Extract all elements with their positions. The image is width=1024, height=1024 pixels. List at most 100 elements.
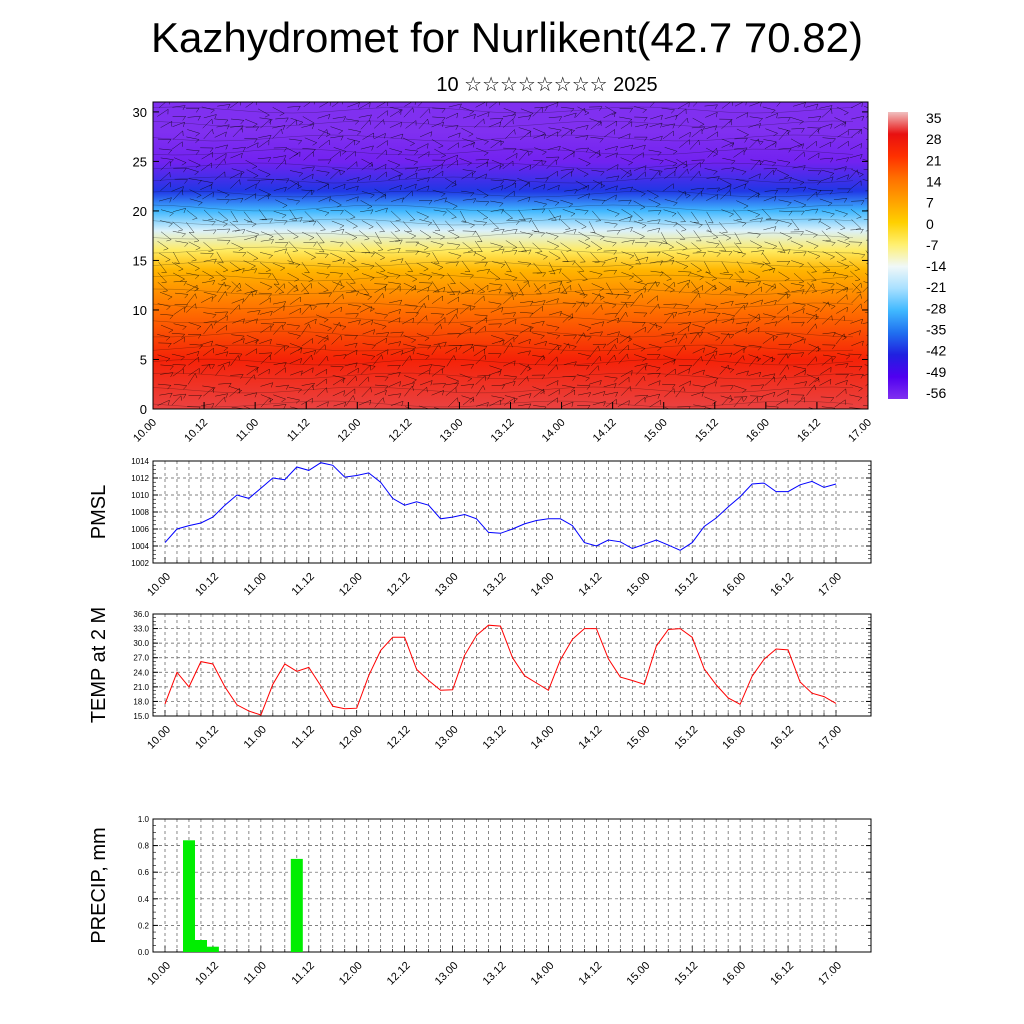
colorbar-label-11: -42 bbox=[926, 343, 946, 359]
precip-chart: 0.0 0.2 0.4 0.6 0.8 1.0 10.00 10.12 11.00 11.12 12… bbox=[88, 815, 872, 988]
heatmap-ytick-label-1: 5 bbox=[140, 352, 147, 367]
colorbar-label-3: 14 bbox=[926, 173, 942, 189]
temp-xtick-label-3: 11.12 bbox=[290, 724, 317, 751]
temp-xtick-label-0: 10.00 bbox=[145, 724, 173, 752]
heatmap-ytick-label-3: 15 bbox=[133, 253, 147, 268]
temp-xtick-label-10: 15.00 bbox=[624, 724, 652, 752]
pmsl-xtick-label-2: 11.00 bbox=[242, 571, 269, 598]
contour-line-2 bbox=[153, 134, 854, 142]
heatmap-xtick-label-13: 16.12 bbox=[795, 417, 823, 445]
pmsl-grid bbox=[153, 461, 871, 563]
temp-xtick-label-11: 15.12 bbox=[672, 724, 700, 752]
temp-series-line bbox=[164, 624, 837, 716]
contour-line-5 bbox=[153, 176, 854, 184]
page-title: Kazhydromet for Nurlikent(42.7 70.82) bbox=[150, 14, 863, 61]
precip-ytick-label-3: 0.6 bbox=[138, 868, 150, 877]
precip-xtick-label-11: 15.12 bbox=[672, 960, 700, 988]
pmsl-ytick-label-6: 1014 bbox=[131, 457, 149, 466]
temp-ytick-label-2: 21.0 bbox=[133, 683, 149, 692]
colorbar-label-1: 28 bbox=[926, 131, 942, 147]
temp-xtick-label-7: 13.12 bbox=[481, 724, 509, 752]
contour-lines bbox=[153, 106, 854, 408]
temp-xtick-label-2: 11.00 bbox=[242, 724, 269, 751]
contour-line-21 bbox=[153, 400, 854, 408]
precip-ytick-label-4: 0.8 bbox=[138, 842, 150, 851]
colorbar-label-13: -56 bbox=[926, 385, 946, 401]
pmsl-xtick-label-13: 16.12 bbox=[768, 571, 796, 599]
heatmap-xtick-label-5: 12.12 bbox=[387, 417, 415, 445]
precip-xtick-label-4: 12.00 bbox=[337, 960, 365, 988]
heatmap-xtick-label-4: 12.00 bbox=[335, 417, 363, 445]
precip-bar-2 bbox=[206, 946, 219, 952]
heatmap-ytick-label-2: 10 bbox=[133, 303, 147, 318]
pmsl-chart: 1002 1004 1006 1008 1010 1012 1014 10.00 10.12 11… bbox=[88, 457, 872, 599]
precip-xtick-label-10: 15.00 bbox=[624, 960, 652, 988]
temp-ytick-label-6: 33.0 bbox=[133, 625, 149, 634]
heatmap-ytick-label-4: 20 bbox=[133, 204, 147, 219]
heatmap-xtick-label-14: 17.00 bbox=[846, 417, 874, 445]
precip-bar-1 bbox=[195, 940, 207, 952]
contour-line-13 bbox=[153, 288, 854, 296]
subtitle: 10 ☆☆☆☆☆☆☆☆ 2025 bbox=[436, 74, 658, 96]
temp-xtick-label-14: 17.00 bbox=[816, 724, 844, 752]
temp-grid bbox=[153, 614, 871, 716]
heatmap-xtick-label-3: 11.12 bbox=[285, 417, 312, 444]
temp-xtick-label-1: 10.12 bbox=[193, 724, 221, 752]
contour-line-9 bbox=[153, 232, 854, 240]
contour-line-3 bbox=[153, 148, 854, 156]
precip-xtick-label-7: 13.12 bbox=[481, 960, 509, 988]
pmsl-ylabel: PMSL bbox=[88, 485, 110, 539]
temp-ytick-label-7: 36.0 bbox=[133, 610, 149, 619]
precip-bar-0 bbox=[183, 840, 195, 952]
colorbar: 35 28 21 14 7 0 -7 -14 -21 -28 -35 -42 -49 -56 bbox=[888, 110, 946, 401]
temp-ytick-label-0: 15.0 bbox=[133, 712, 149, 721]
contour-line-19 bbox=[153, 372, 854, 380]
pmsl-xtick-label-8: 14.00 bbox=[529, 571, 557, 599]
precip-ylabel: PRECIP, mm bbox=[88, 827, 110, 943]
temp-ylabel: TEMP at 2 M bbox=[88, 607, 110, 723]
pmsl-xtick-label-14: 17.00 bbox=[816, 571, 844, 599]
heatmap-xtick-label-8: 14.00 bbox=[540, 417, 568, 445]
pmsl-ytick-label-4: 1010 bbox=[131, 491, 149, 500]
precip-xtick-label-3: 11.12 bbox=[290, 960, 317, 987]
contour-line-20 bbox=[153, 386, 854, 394]
heatmap-xtick-label-0: 10.00 bbox=[131, 417, 159, 445]
heatmap-xtick-label-6: 13.00 bbox=[438, 417, 466, 445]
contour-line-12 bbox=[153, 274, 854, 282]
colorbar-label-0: 35 bbox=[926, 110, 942, 126]
colorbar-bar bbox=[888, 112, 908, 399]
colorbar-label-4: 7 bbox=[926, 195, 934, 211]
temp-xtick-label-6: 13.00 bbox=[433, 724, 461, 752]
wind-barbs bbox=[157, 102, 868, 409]
precip-ytick-label-2: 0.4 bbox=[138, 895, 150, 904]
precip-xtick-label-13: 16.12 bbox=[768, 960, 796, 988]
pmsl-xtick-label-10: 15.00 bbox=[624, 571, 652, 599]
pmsl-xtick-label-6: 13.00 bbox=[433, 571, 461, 599]
pmsl-xtick-label-4: 12.00 bbox=[337, 571, 365, 599]
pmsl-xtick-label-7: 13.12 bbox=[481, 571, 509, 599]
precip-xtick-label-5: 12.12 bbox=[385, 960, 413, 988]
precip-xtick-label-0: 10.00 bbox=[145, 960, 173, 988]
precip-ytick-label-0: 0.0 bbox=[138, 948, 150, 957]
contour-line-8 bbox=[153, 218, 854, 226]
precip-ytick-label-1: 0.2 bbox=[138, 921, 150, 930]
contour-line-6 bbox=[153, 190, 854, 198]
precip-xtick-label-14: 17.00 bbox=[816, 960, 844, 988]
pmsl-xtick-label-12: 16.00 bbox=[720, 571, 748, 599]
precip-xtick-label-6: 13.00 bbox=[433, 960, 461, 988]
precip-xtick-label-1: 10.12 bbox=[193, 960, 221, 988]
contour-line-10 bbox=[153, 246, 854, 254]
pmsl-ytick-label-2: 1006 bbox=[131, 525, 149, 534]
colorbar-label-7: -14 bbox=[926, 258, 946, 274]
precip-xtick-label-8: 14.00 bbox=[529, 960, 557, 988]
temp-xtick-label-13: 16.12 bbox=[768, 724, 796, 752]
heatmap-chart: 0 5 10 15 20 25 30 10.00 10.12 11.00 11.12 12.00 12.… bbox=[131, 101, 874, 445]
temp-xtick-label-9: 14.12 bbox=[577, 724, 605, 752]
temp-ytick-label-1: 18.0 bbox=[133, 697, 149, 706]
colorbar-label-6: -7 bbox=[926, 237, 939, 253]
temp-xtick-label-12: 16.00 bbox=[720, 724, 748, 752]
heatmap-xtick-label-2: 11.00 bbox=[234, 417, 261, 444]
heatmap-xtick-label-7: 13.12 bbox=[489, 417, 517, 445]
temp-ytick-label-3: 24.0 bbox=[133, 668, 149, 677]
